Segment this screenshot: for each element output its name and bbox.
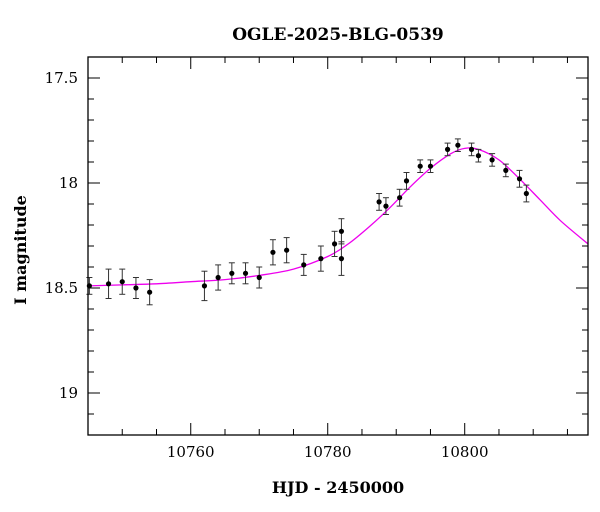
data-point-marker <box>338 256 345 262</box>
data-point <box>489 153 496 167</box>
data-point-marker <box>284 247 290 253</box>
data-point <box>215 264 222 291</box>
data-point-marker <box>427 163 434 169</box>
data-point-marker <box>270 249 276 255</box>
data-point <box>283 237 290 264</box>
data-point <box>132 277 139 299</box>
data-point <box>228 262 235 285</box>
data-point <box>105 268 112 299</box>
data-point <box>338 218 345 245</box>
data-point-marker <box>338 228 345 234</box>
data-point <box>376 193 383 211</box>
data-point <box>300 253 307 276</box>
data-point <box>146 279 153 306</box>
data-point-marker <box>133 285 139 291</box>
data-point <box>256 266 263 289</box>
data-point <box>86 277 93 295</box>
axis-ticks-layer: 10760 10780 10800 17.5 18 18.5 19 <box>45 56 588 461</box>
data-point <box>201 270 208 302</box>
data-point <box>454 138 461 152</box>
data-point-marker <box>318 256 324 262</box>
data-point <box>317 245 324 272</box>
x-axis-label: HJD - 2450000 <box>272 478 404 497</box>
data-point-marker <box>242 270 249 276</box>
data-point-marker <box>383 203 389 209</box>
y-tick-label: 18 <box>59 174 78 192</box>
data-point <box>523 184 530 203</box>
data-point <box>338 241 345 276</box>
model-curve <box>88 147 588 287</box>
data-point-marker <box>403 178 410 184</box>
plot-frame <box>87 56 589 436</box>
data-point-marker <box>489 157 495 163</box>
data-point-marker <box>376 199 382 205</box>
data-point-marker <box>444 146 451 152</box>
data-point <box>444 142 451 157</box>
y-axis-label: I magnitude <box>11 195 30 305</box>
chart-title: OGLE-2025-BLG-0539 <box>232 25 444 45</box>
data-point <box>331 230 338 257</box>
data-point <box>468 142 475 157</box>
data-point <box>516 169 523 188</box>
data-point-marker <box>523 190 529 197</box>
data-point <box>417 159 424 173</box>
data-point-marker <box>455 142 461 148</box>
data-point-marker <box>331 241 338 247</box>
data-point-marker <box>119 279 125 285</box>
data-point-marker <box>468 146 475 152</box>
data-point-marker <box>256 274 262 281</box>
data-point <box>242 262 249 285</box>
x-tick-label: 10760 <box>167 443 215 461</box>
data-point-marker <box>475 153 482 159</box>
data-point <box>396 188 403 207</box>
y-tick-label: 17.5 <box>45 69 78 87</box>
data-point <box>119 268 126 295</box>
data-point <box>475 148 482 163</box>
data-point-marker <box>147 289 153 295</box>
data-point-marker <box>215 274 221 281</box>
data-point-marker <box>397 195 403 201</box>
data-point-marker <box>417 163 423 169</box>
data-point-marker <box>503 167 509 173</box>
y-tick-label: 18.5 <box>45 279 78 297</box>
data-point <box>403 172 410 190</box>
data-point <box>269 239 276 266</box>
data-point-marker <box>516 176 523 182</box>
data-point <box>427 159 434 173</box>
data-points-layer <box>86 138 530 306</box>
data-point-marker <box>229 270 235 276</box>
data-point-marker <box>301 262 307 268</box>
model-curve-layer <box>88 147 588 287</box>
y-tick-label: 19 <box>59 384 78 402</box>
data-point <box>382 197 389 215</box>
x-tick-label: 10780 <box>304 443 352 461</box>
data-point <box>502 163 509 178</box>
x-tick-label: 10800 <box>441 443 489 461</box>
data-point-marker <box>201 283 208 289</box>
data-point-marker <box>105 281 112 287</box>
